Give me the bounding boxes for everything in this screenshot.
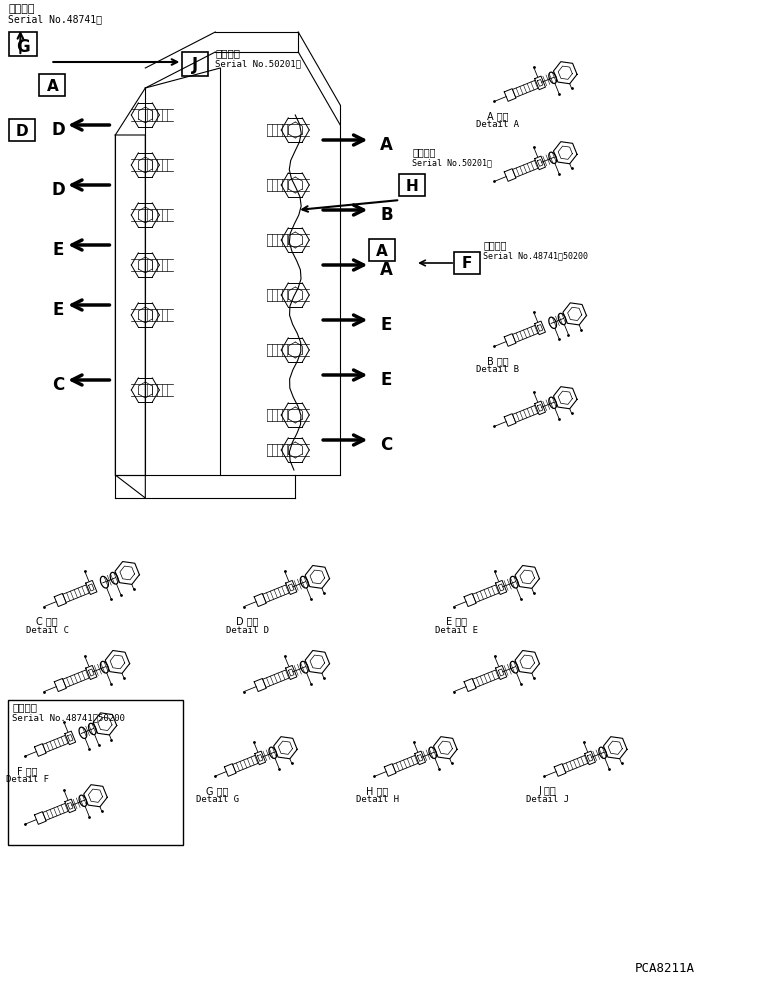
- Text: A: A: [47, 78, 58, 94]
- Text: C: C: [52, 376, 64, 394]
- Text: E: E: [380, 316, 392, 334]
- Text: Serial No.50201～: Serial No.50201～: [215, 59, 301, 68]
- Text: 適用号機: 適用号機: [483, 240, 507, 250]
- Text: Detail G: Detail G: [196, 795, 239, 804]
- Text: H 詳細: H 詳細: [366, 786, 388, 796]
- Text: C: C: [380, 436, 392, 454]
- Text: Detail J: Detail J: [526, 795, 569, 804]
- Text: 適用号機: 適用号機: [412, 147, 436, 157]
- Text: PCA8211A: PCA8211A: [635, 962, 695, 975]
- Text: 適用号機: 適用号機: [215, 48, 240, 58]
- Text: J 詳細: J 詳細: [538, 786, 556, 796]
- Text: A 詳細: A 詳細: [486, 111, 508, 121]
- Text: F: F: [462, 256, 472, 272]
- Text: D 詳細: D 詳細: [235, 616, 258, 627]
- Text: G 詳細: G 詳細: [207, 786, 228, 796]
- Text: A: A: [380, 261, 393, 279]
- Text: Detail A: Detail A: [476, 121, 519, 130]
- Text: Detail B: Detail B: [476, 365, 519, 374]
- Text: E: E: [53, 301, 64, 319]
- Text: Detail F: Detail F: [6, 775, 49, 784]
- Text: C 詳細: C 詳細: [37, 616, 58, 627]
- Text: F 詳細: F 詳細: [17, 765, 38, 775]
- Text: 適用号機: 適用号機: [9, 4, 35, 14]
- Text: J: J: [192, 56, 198, 74]
- Text: Serial No.48741～50200: Serial No.48741～50200: [483, 251, 588, 260]
- Text: Detail C: Detail C: [26, 626, 68, 636]
- Text: Serial No.48741～: Serial No.48741～: [9, 14, 103, 24]
- Text: E: E: [380, 371, 392, 389]
- Text: H: H: [406, 178, 419, 194]
- Text: B: B: [380, 206, 393, 224]
- Text: Detail H: Detail H: [356, 795, 399, 804]
- Text: B 詳細: B 詳細: [486, 356, 508, 366]
- Text: Detail E: Detail E: [435, 626, 479, 636]
- Text: E 詳細: E 詳細: [447, 616, 468, 627]
- Text: Serial No.50201～: Serial No.50201～: [412, 158, 492, 167]
- Text: D: D: [51, 181, 65, 199]
- Text: D: D: [51, 121, 65, 139]
- Text: Detail D: Detail D: [225, 626, 269, 636]
- Text: E: E: [53, 241, 64, 259]
- Text: G: G: [16, 38, 30, 56]
- Text: Serial No.48741～50200: Serial No.48741～50200: [12, 713, 125, 722]
- Text: D: D: [16, 124, 29, 138]
- Text: A: A: [376, 243, 388, 258]
- Text: A: A: [380, 136, 393, 154]
- Text: 適用号機: 適用号機: [12, 702, 37, 712]
- Bar: [9, 700, 183, 845]
